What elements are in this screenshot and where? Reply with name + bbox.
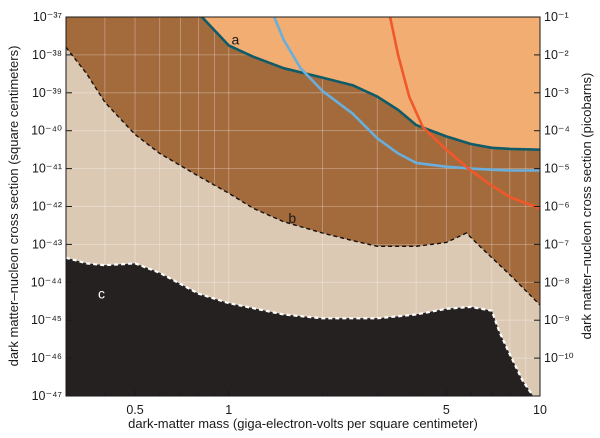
y-tick-label-left: 10⁻⁴⁷	[32, 389, 63, 403]
y-axis-title-left: dark matter–nucleon cross section (squar…	[6, 46, 21, 367]
y-tick-label-right: 10⁻⁷	[544, 237, 570, 251]
region-label-a: a	[231, 32, 239, 48]
y-axis-title-right: dark matter–nucleon cross section (picob…	[579, 73, 594, 340]
y-tick-label-right: 10⁻⁴	[544, 124, 570, 138]
y-tick-label-left: 10⁻³⁸	[32, 48, 62, 62]
region-c-overlay	[66, 257, 534, 396]
x-tick-label: 10	[533, 403, 547, 417]
region-a-overlay	[201, 17, 540, 150]
y-tick-label-left: 10⁻⁴²	[32, 200, 62, 214]
y-tick-label-right: 10⁻⁵	[544, 162, 570, 176]
y-tick-label-left: 10⁻⁴¹	[32, 162, 62, 176]
y-tick-label-right: 10⁻¹	[544, 10, 569, 24]
y-tick-label-left: 10⁻³⁷	[33, 10, 63, 24]
y-tick-label-right: 10⁻²	[544, 48, 569, 62]
series-curve-1	[200, 17, 540, 151]
region-c-dashed-boundary	[66, 256, 535, 396]
x-axis-title: dark-matter mass (giga-electron-volts pe…	[128, 416, 478, 431]
y-tick-label-left: 10⁻⁴³	[32, 237, 62, 251]
region-label-b: b	[288, 210, 296, 226]
y-tick-label-left: 10⁻⁴⁵	[31, 313, 62, 327]
x-tick-label: 5	[443, 403, 450, 417]
region-labels: a b c	[98, 32, 296, 302]
y-tick-label-left: 10⁻⁴⁰	[31, 124, 62, 138]
y-tick-label-right: 10⁻³	[544, 86, 569, 100]
region-b-dashed-boundary	[66, 46, 540, 306]
series-curve-3	[388, 17, 540, 210]
plot-area	[66, 17, 540, 396]
y-tick-label-left: 10⁻⁴⁴	[31, 275, 62, 289]
axis-ticks	[66, 16, 541, 397]
y-tick-label-right: 10⁻⁹	[544, 313, 570, 327]
y-tick-label-left: 10⁻⁴⁶	[31, 351, 62, 365]
y-tick-label-right: 10⁻⁶	[544, 200, 570, 214]
axis-tick-labels: 0.5 1 5 10 10⁻³⁷ 10⁻³⁸ 10⁻³⁹ 10⁻⁴⁰ 10⁻⁴¹ 10⁻⁴² 10⁻…	[31, 10, 574, 417]
y-tick-label-right: 10⁻¹⁰	[544, 351, 574, 365]
x-tick-label: 1	[225, 403, 232, 417]
x-tick-label: 0.5	[126, 403, 143, 417]
y-tick-label-left: 10⁻³⁹	[32, 86, 62, 100]
series-curve-2	[272, 17, 540, 172]
region-label-c: c	[98, 286, 105, 302]
y-tick-label-right: 10⁻⁸	[544, 275, 570, 289]
